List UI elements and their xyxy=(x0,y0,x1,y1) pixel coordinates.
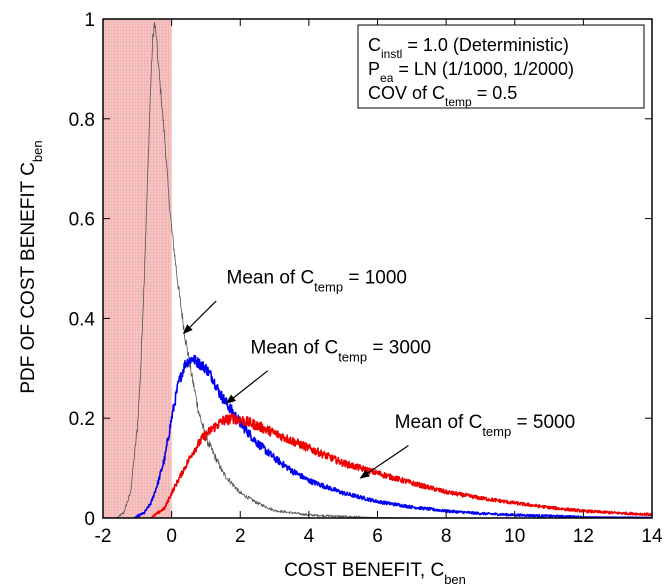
annotation-arrow xyxy=(359,445,409,479)
legend-box: Cinstl = 1.0 (Deterministic) Pea = LN (1… xyxy=(357,24,645,109)
annotation: Mean of Ctemp = 3000 xyxy=(225,337,431,404)
x-tick-label: 14 xyxy=(641,526,663,547)
annotation-label: Mean of Ctemp = 3000 xyxy=(251,337,431,364)
x-tick-label: 6 xyxy=(372,526,383,547)
x-tick-label: 0 xyxy=(166,526,177,547)
series-line xyxy=(150,412,652,518)
y-tick-label: 0.8 xyxy=(69,110,95,131)
x-tick-label: 2 xyxy=(235,526,246,547)
shaded-region xyxy=(103,19,172,518)
x-tick-label: 12 xyxy=(573,526,594,547)
y-tick-label: 0.6 xyxy=(69,210,95,231)
annotations: Mean of Ctemp = 1000 Mean of Ctemp = 3000… xyxy=(182,267,575,479)
x-tick-label: -2 xyxy=(95,526,112,547)
y-axis-label: PDF OF COST BENEFIT Cben xyxy=(18,140,45,393)
y-tick-label: 0.4 xyxy=(69,309,96,330)
annotation-arrow xyxy=(225,370,269,404)
annotation-label: Mean of Ctemp = 1000 xyxy=(227,267,407,294)
y-tick-label: 0 xyxy=(84,509,95,530)
annotation-label: Mean of Ctemp = 5000 xyxy=(395,412,575,439)
annotation: Mean of Ctemp = 5000 xyxy=(359,412,575,479)
series-line xyxy=(133,354,652,518)
legend-line: Cinstl = 1.0 (Deterministic) xyxy=(368,35,569,61)
legend-frame xyxy=(357,24,645,109)
annotation-arrow xyxy=(182,300,217,335)
x-tick-label: 8 xyxy=(441,526,452,547)
y-tick-label: 1 xyxy=(84,10,95,31)
x-tick-label: 10 xyxy=(504,526,525,547)
legend-line: COV of Ctemp = 0.5 xyxy=(368,83,517,109)
annotation: Mean of Ctemp = 1000 xyxy=(182,267,407,335)
x-axis-label: COST BENEFIT, Cben xyxy=(284,560,466,586)
y-tick-label: 0.2 xyxy=(69,409,95,430)
x-tick-label: 4 xyxy=(304,526,315,547)
legend-line: Pea = LN (1/1000, 1/2000) xyxy=(368,59,574,85)
